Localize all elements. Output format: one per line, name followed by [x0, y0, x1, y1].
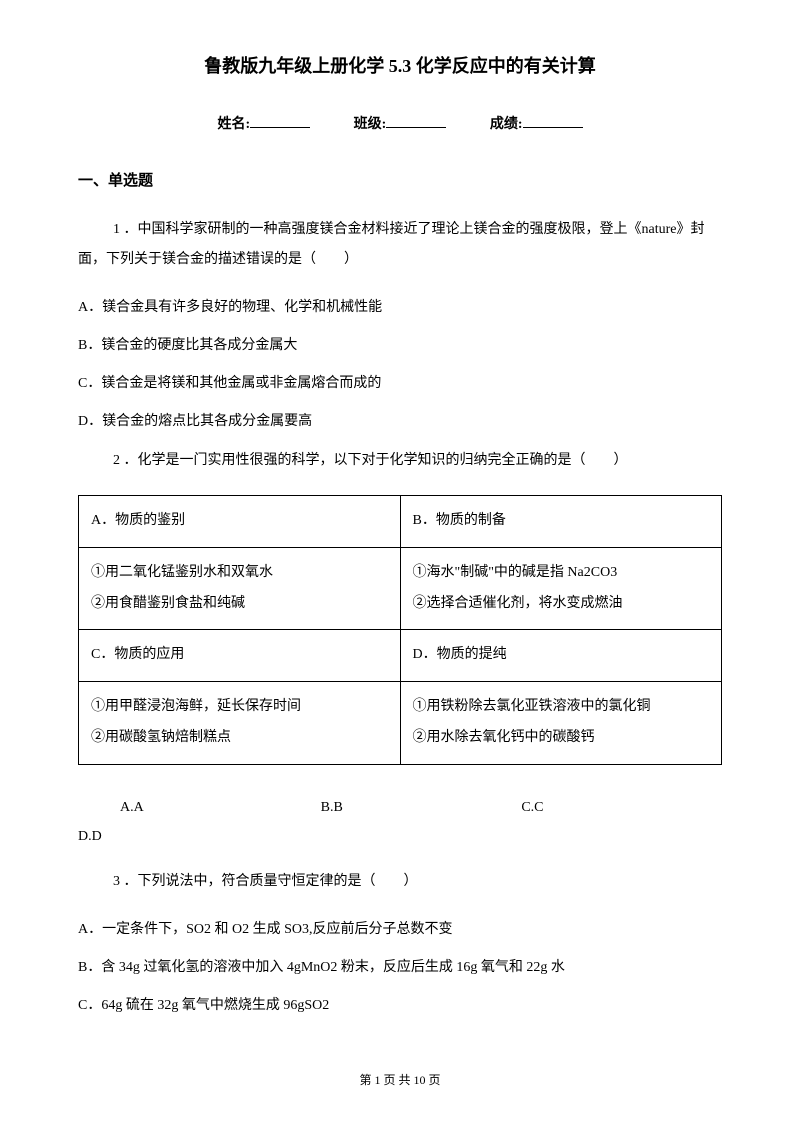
question-1-option-d: D．镁合金的熔点比其各成分金属要高 [78, 408, 722, 436]
page-footer: 第 1 页 共 10 页 [78, 1070, 722, 1092]
class-blank [386, 114, 446, 128]
question-2-text: 2 ．化学是一门实用性很强的科学，以下对于化学知识的归纳完全正确的是（ ） [78, 446, 722, 477]
question-2-choice-a: A.A [78, 795, 321, 820]
section-heading: 一、单选题 [78, 168, 722, 195]
question-2-choices: A.A B.B C.C D.D [78, 795, 722, 849]
question-2: 2 ．化学是一门实用性很强的科学，以下对于化学知识的归纳完全正确的是（ ） [78, 446, 722, 477]
question-1-option-c: C．镁合金是将镁和其他金属或非金属熔合而成的 [78, 370, 722, 398]
page-title: 鲁教版九年级上册化学 5.3 化学反应中的有关计算 [78, 50, 722, 82]
info-line: 姓名: 班级: 成绩: [78, 112, 722, 137]
table-row: A．物质的鉴别 B．物质的制备 [79, 495, 722, 547]
cell-c-body-2: ②用碳酸氢钠焙制糕点 [91, 723, 388, 754]
cell-d-header: D．物质的提纯 [400, 630, 722, 682]
table-row: ①用二氧化锰鉴别水和双氧水 ②用食醋鉴别食盐和纯碱 ①海水"制碱"中的碱是指 N… [79, 547, 722, 630]
name-label: 姓名: [217, 117, 250, 132]
question-1: 1 ．中国科学家研制的一种高强度镁合金材料接近了理论上镁合金的强度极限，登上《n… [78, 215, 722, 277]
question-3: 3 ．下列说法中，符合质量守恒定律的是（ ） [78, 867, 722, 898]
question-1-option-b: B．镁合金的硬度比其各成分金属大 [78, 332, 722, 360]
score-blank [523, 114, 583, 128]
cell-b-body-1: ①海水"制碱"中的碱是指 Na2CO3 [413, 558, 710, 589]
cell-b-body: ①海水"制碱"中的碱是指 Na2CO3 ②选择合适催化剂，将水变成燃油 [400, 547, 722, 630]
cell-a-body: ①用二氧化锰鉴别水和双氧水 ②用食醋鉴别食盐和纯碱 [79, 547, 401, 630]
cell-c-body: ①用甲醛浸泡海鲜，延长保存时间 ②用碳酸氢钠焙制糕点 [79, 682, 401, 765]
table-row: C．物质的应用 D．物质的提纯 [79, 630, 722, 682]
cell-a-header: A．物质的鉴别 [79, 495, 401, 547]
cell-b-header: B．物质的制备 [400, 495, 722, 547]
cell-c-body-1: ①用甲醛浸泡海鲜，延长保存时间 [91, 692, 388, 723]
question-1-option-a: A．镁合金具有许多良好的物理、化学和机械性能 [78, 294, 722, 322]
score-label: 成绩: [490, 117, 523, 132]
question-2-choice-d: D.D [78, 824, 722, 849]
cell-a-body-1: ①用二氧化锰鉴别水和双氧水 [91, 558, 388, 589]
question-3-option-b: B．含 34g 过氧化氢的溶液中加入 4gMnO2 粉末，反应后生成 16g 氧… [78, 954, 722, 982]
cell-d-body: ①用铁粉除去氯化亚铁溶液中的氯化铜 ②用水除去氧化钙中的碳酸钙 [400, 682, 722, 765]
cell-a-body-2: ②用食醋鉴别食盐和纯碱 [91, 589, 388, 620]
question-2-choice-c: C.C [521, 795, 722, 820]
class-label: 班级: [354, 117, 387, 132]
question-3-option-a: A．一定条件下，SO2 和 O2 生成 SO3,反应前后分子总数不变 [78, 916, 722, 944]
cell-c-header: C．物质的应用 [79, 630, 401, 682]
question-2-choice-b: B.B [321, 795, 522, 820]
name-blank [250, 114, 310, 128]
question-3-text: 3 ．下列说法中，符合质量守恒定律的是（ ） [78, 867, 722, 898]
cell-d-body-1: ①用铁粉除去氯化亚铁溶液中的氯化铜 [413, 692, 710, 723]
question-3-option-c: C．64g 硫在 32g 氧气中燃烧生成 96gSO2 [78, 992, 722, 1020]
comparison-table: A．物质的鉴别 B．物质的制备 ①用二氧化锰鉴别水和双氧水 ②用食醋鉴别食盐和纯… [78, 495, 722, 765]
cell-d-body-2: ②用水除去氧化钙中的碳酸钙 [413, 723, 710, 754]
table-row: ①用甲醛浸泡海鲜，延长保存时间 ②用碳酸氢钠焙制糕点 ①用铁粉除去氯化亚铁溶液中… [79, 682, 722, 765]
question-1-text: 1 ．中国科学家研制的一种高强度镁合金材料接近了理论上镁合金的强度极限，登上《n… [78, 215, 722, 277]
cell-b-body-2: ②选择合适催化剂，将水变成燃油 [413, 589, 710, 620]
